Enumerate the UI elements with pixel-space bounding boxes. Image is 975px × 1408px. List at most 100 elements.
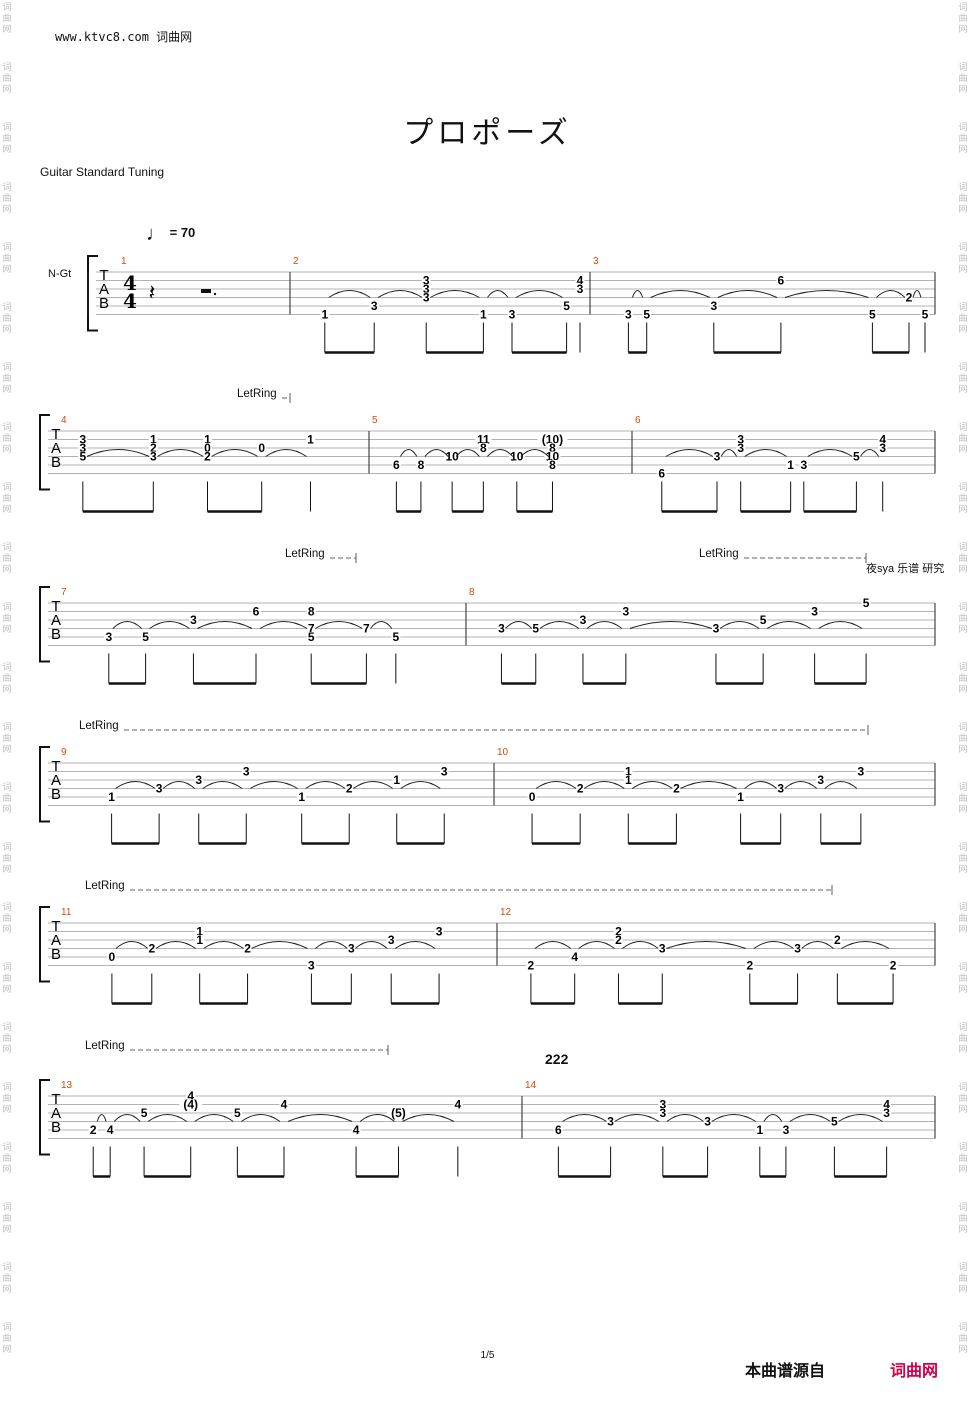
fret-mask [544, 451, 561, 462]
fret-mask [882, 1099, 892, 1110]
tie-arc [562, 1114, 607, 1122]
fret-mask [203, 443, 212, 453]
let-ring-label: LetRing [285, 548, 325, 560]
fret-number: 5 [308, 630, 315, 644]
fret-number: 8 [549, 441, 556, 455]
fret-mask [671, 783, 681, 794]
bar-number: 1 [121, 256, 127, 267]
watermark-glyph: 词 曲 网 [958, 122, 968, 154]
fret-number: 7 [363, 622, 370, 636]
half-rest-icon [201, 289, 211, 293]
tab-clef-letter: T [51, 598, 60, 615]
fret-number: 4 [883, 1098, 890, 1112]
fret-number: 3 [737, 433, 744, 447]
fret-mask [709, 301, 719, 311]
tab-clef-letter: A [51, 1105, 61, 1122]
tie-arc [632, 781, 673, 789]
fret-mask [351, 1125, 361, 1135]
fret-number: 2 [148, 942, 155, 956]
tie-arc [505, 621, 533, 629]
watermark-glyph: 词 曲 网 [2, 1142, 12, 1174]
tie-arc [155, 941, 196, 949]
fret-mask [867, 309, 877, 320]
fret-number: 3 [580, 613, 587, 627]
tie-arc [399, 449, 418, 457]
tie-arc [784, 290, 869, 298]
watermark-glyph: 词 曲 网 [2, 722, 12, 754]
watermark-glyph: 词 曲 网 [2, 1022, 12, 1054]
tie-arc [876, 290, 906, 298]
bar-number: 8 [469, 587, 475, 598]
fret-mask [306, 623, 316, 634]
tie-arc [202, 781, 243, 789]
tie-arc [265, 449, 307, 457]
tie-arc [305, 781, 346, 789]
fret-number: 3 [150, 450, 157, 464]
fret-mask [829, 1116, 839, 1127]
tie-arc [520, 449, 549, 457]
tie-arc [753, 941, 794, 949]
fret-mask [547, 460, 557, 470]
let-ring-label: LetRing [79, 720, 119, 732]
tie-arc [352, 781, 394, 789]
fret-number: 1 [321, 308, 328, 322]
fret-number: 2 [150, 441, 157, 455]
fret-number: 2 [615, 925, 622, 939]
fret-number: 5 [863, 596, 870, 610]
bar-number: 14 [525, 1080, 537, 1091]
fret-number: 3 [879, 441, 886, 455]
fret-number: 7 [308, 622, 315, 636]
tie-arc [629, 621, 713, 629]
fret-number: 3 [348, 942, 355, 956]
tie-arc [535, 781, 577, 789]
tie-arc [194, 1114, 234, 1122]
fret-mask [344, 783, 354, 794]
fret-number: 5 [869, 308, 876, 322]
tie-arc [112, 621, 142, 629]
watermark-glyph: 词 曲 网 [958, 242, 968, 274]
tie-arc [86, 449, 150, 457]
tie-arc [147, 1114, 188, 1122]
fret-number: (4) [183, 1098, 198, 1112]
tie-arc [315, 941, 348, 949]
fret-number: 5 [831, 1115, 838, 1129]
fret-number: 1 [307, 433, 314, 447]
tempo-value: = 70 [169, 225, 196, 240]
time-signature-top: 4 [123, 271, 137, 295]
fret-number: 3 [371, 299, 378, 313]
watermark-glyph: 词 曲 网 [958, 962, 968, 994]
fret-mask [623, 766, 633, 777]
section-marker: 222 [545, 1051, 569, 1067]
fret-mask [139, 1108, 149, 1118]
fret-mask [793, 943, 803, 954]
fret-number: 8 [418, 458, 425, 472]
watermark-glyph: 词 曲 网 [958, 902, 968, 934]
fret-mask [878, 434, 888, 445]
watermark-glyph: 词 曲 网 [958, 782, 968, 814]
fret-number: 1 [787, 458, 794, 472]
fret-mask [107, 792, 117, 802]
fret-mask [195, 926, 205, 937]
fret-number: 3 [423, 274, 430, 288]
fret-mask [508, 451, 525, 462]
site-url[interactable]: www.ktvc8.com 词曲网 [55, 30, 193, 44]
let-ring-label: LetRing [237, 388, 277, 400]
bar-number: 13 [61, 1080, 73, 1091]
fret-mask [78, 443, 88, 453]
fret-number: 4 [353, 1123, 360, 1137]
brand-logo[interactable]: 词曲网 [890, 1363, 939, 1380]
fret-mask [657, 468, 667, 479]
fret-number: 1 [298, 790, 305, 804]
fret-mask [786, 460, 796, 470]
fret-number: 3 [79, 441, 86, 455]
fret-mask [148, 434, 158, 445]
fret-mask [878, 443, 888, 453]
fret-mask [104, 632, 114, 642]
watermark-glyph: 词 曲 网 [958, 62, 968, 94]
fret-number: 5 [142, 630, 149, 644]
transcriber-credit: 夜sya 乐谱 研究 [866, 563, 945, 575]
bar-number: 7 [61, 587, 67, 598]
fret-number: 3 [243, 765, 250, 779]
fret-mask [148, 451, 158, 462]
